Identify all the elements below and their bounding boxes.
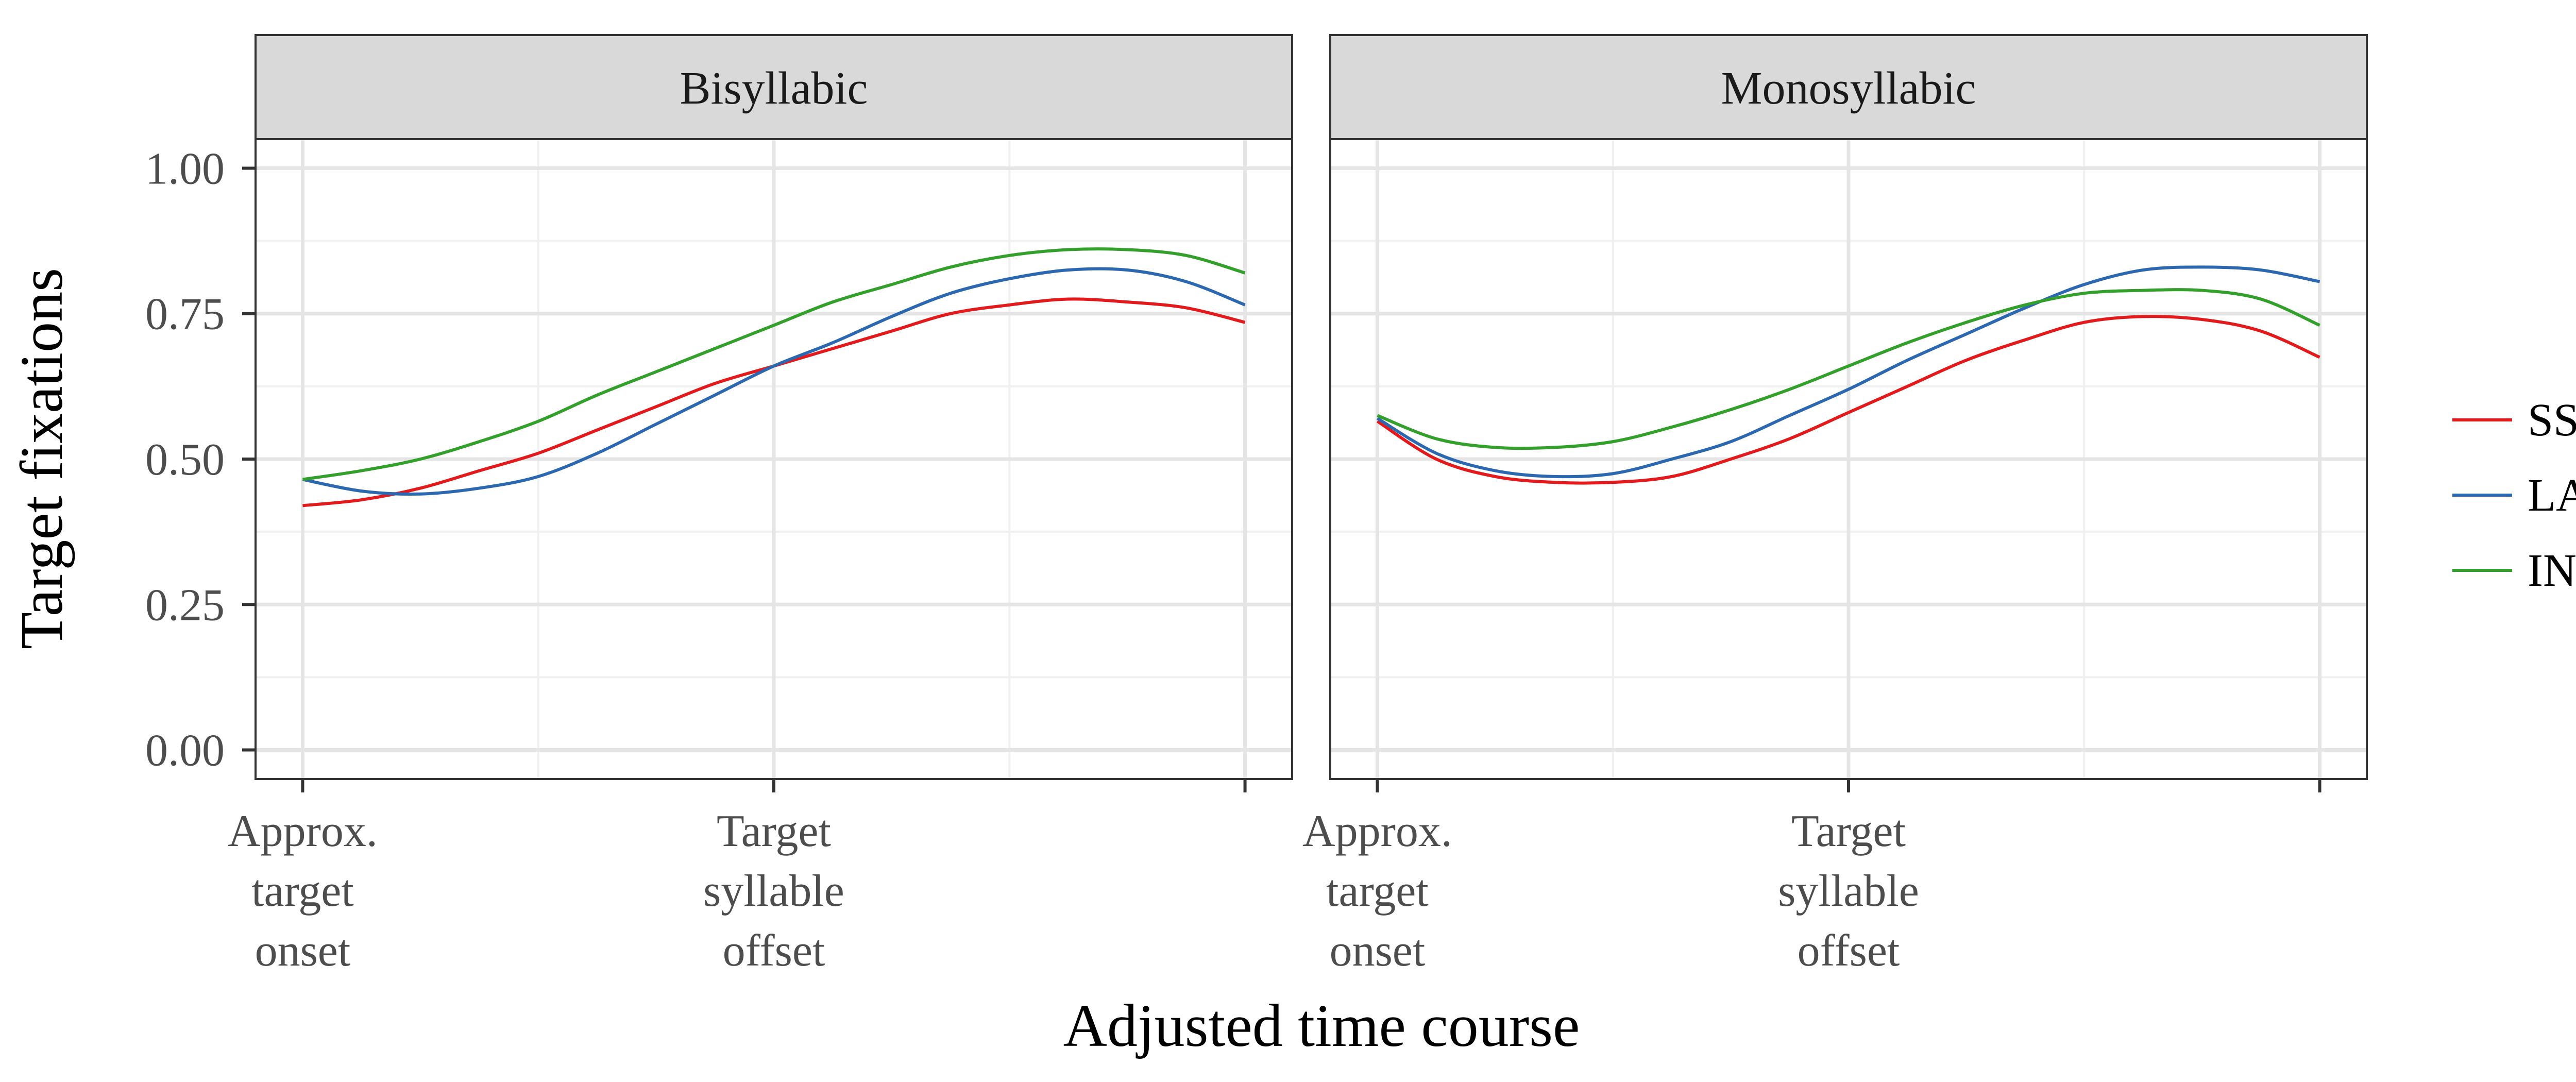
y-tick-label: 0.25 bbox=[145, 580, 225, 630]
series-line-ss bbox=[1376, 315, 2320, 485]
legend-label-la: LA bbox=[2528, 470, 2576, 521]
panel-bisyllabic: Bisyllabic Approx. target onset Target syllab… bbox=[228, 34, 1293, 976]
series-line-la bbox=[302, 267, 1246, 496]
y-tick-label: 0.00 bbox=[145, 726, 225, 776]
y-tick-label: 1.00 bbox=[145, 144, 225, 194]
x-tick-label: Target syllable offset bbox=[1778, 806, 1919, 976]
series-line-in bbox=[1377, 288, 2320, 450]
x-tick-label: Approx. target onset bbox=[228, 806, 378, 976]
y-tick-label: 0.75 bbox=[145, 290, 225, 340]
x-tick-label: Approx. target onset bbox=[1302, 806, 1452, 976]
x-axis-title: Adjusted time course bbox=[1063, 992, 1580, 1059]
strip-background bbox=[255, 34, 1293, 140]
panel-monosyllabic: Monosyllabic Approx. target onset Target syll… bbox=[1302, 34, 2368, 976]
y-tick-label: 0.50 bbox=[145, 435, 225, 485]
y-axis-title: Target fixations bbox=[8, 268, 75, 649]
strip-label: Monosyllabic bbox=[1721, 63, 1976, 114]
series-line-la bbox=[1376, 265, 2320, 479]
x-tick-label: Target syllable offset bbox=[703, 806, 844, 976]
strip-background bbox=[1329, 34, 2368, 140]
legend-label-in: IN bbox=[2528, 545, 2576, 596]
legend: SS LA IN bbox=[2452, 395, 2576, 596]
legend-label-ss: SS bbox=[2528, 395, 2576, 446]
strip-label: Bisyllabic bbox=[680, 63, 868, 114]
series-line-in bbox=[302, 247, 1246, 481]
